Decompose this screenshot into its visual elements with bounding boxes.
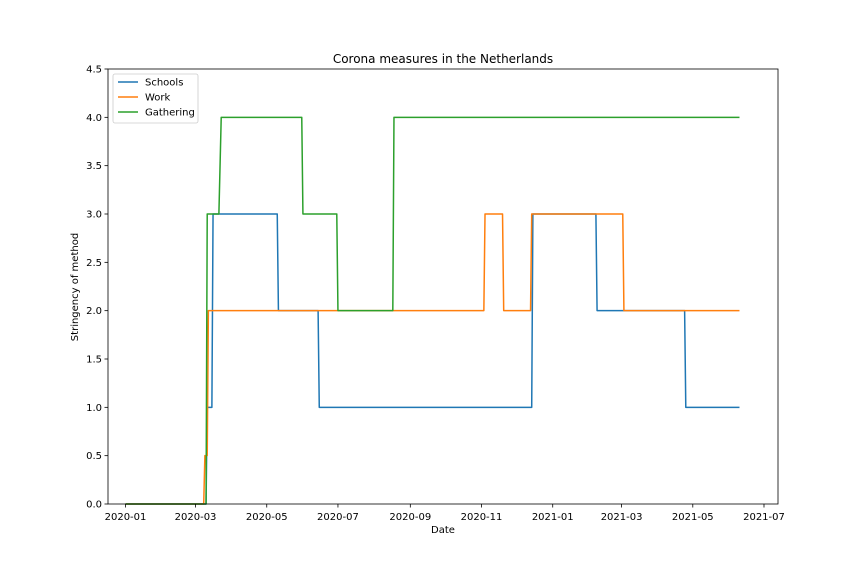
legend-label-gathering: Gathering <box>145 108 195 119</box>
y-tick-label: 1.5 <box>86 355 102 366</box>
x-tick-label: 2020-05 <box>246 512 288 523</box>
x-tick-label: 2021-05 <box>672 512 714 523</box>
x-tick-label: 2020-03 <box>175 512 217 523</box>
x-tick-label: 2020-07 <box>317 512 359 523</box>
y-tick-label: 1.0 <box>86 403 102 414</box>
series-line-gathering <box>125 116 740 505</box>
plot-frame <box>107 68 779 505</box>
y-tick-label: 2.5 <box>86 258 102 269</box>
series-line-work <box>125 213 740 505</box>
legend-label-work: Work <box>145 93 171 104</box>
y-tick-label: 3.0 <box>86 210 102 221</box>
x-tick-label: 2020-09 <box>389 512 431 523</box>
chart-title: Corona measures in the Netherlands <box>333 52 553 66</box>
legend: Schools Work Gathering <box>112 73 199 124</box>
x-tick-label: 2021-01 <box>532 512 574 523</box>
y-axis-ticks: 0.0 0.5 1.0 1.5 2.0 2.5 3.0 3.5 4.0 4.5 <box>86 65 108 511</box>
y-tick-label: 2.0 <box>86 306 102 317</box>
y-tick-label: 3.5 <box>86 161 102 172</box>
legend-box <box>112 73 199 124</box>
x-tick-label: 2020-01 <box>105 512 147 523</box>
plot-marks <box>125 116 740 505</box>
y-axis-label: Stringency of method <box>70 233 81 341</box>
x-tick-label: 2021-03 <box>601 512 643 523</box>
x-tick-label: 2020-11 <box>461 512 503 523</box>
y-tick-label: 0.0 <box>86 500 102 511</box>
y-tick-label: 0.5 <box>86 451 102 462</box>
x-tick-label: 2021-07 <box>743 512 785 523</box>
x-axis-label: Date <box>431 525 455 536</box>
x-axis-ticks: 2020-01 2020-03 2020-05 2020-07 2020-09 2020-… <box>105 504 785 523</box>
legend-label-schools: Schools <box>145 78 183 89</box>
y-tick-label: 4.5 <box>86 65 102 76</box>
y-tick-label: 4.0 <box>86 113 102 124</box>
